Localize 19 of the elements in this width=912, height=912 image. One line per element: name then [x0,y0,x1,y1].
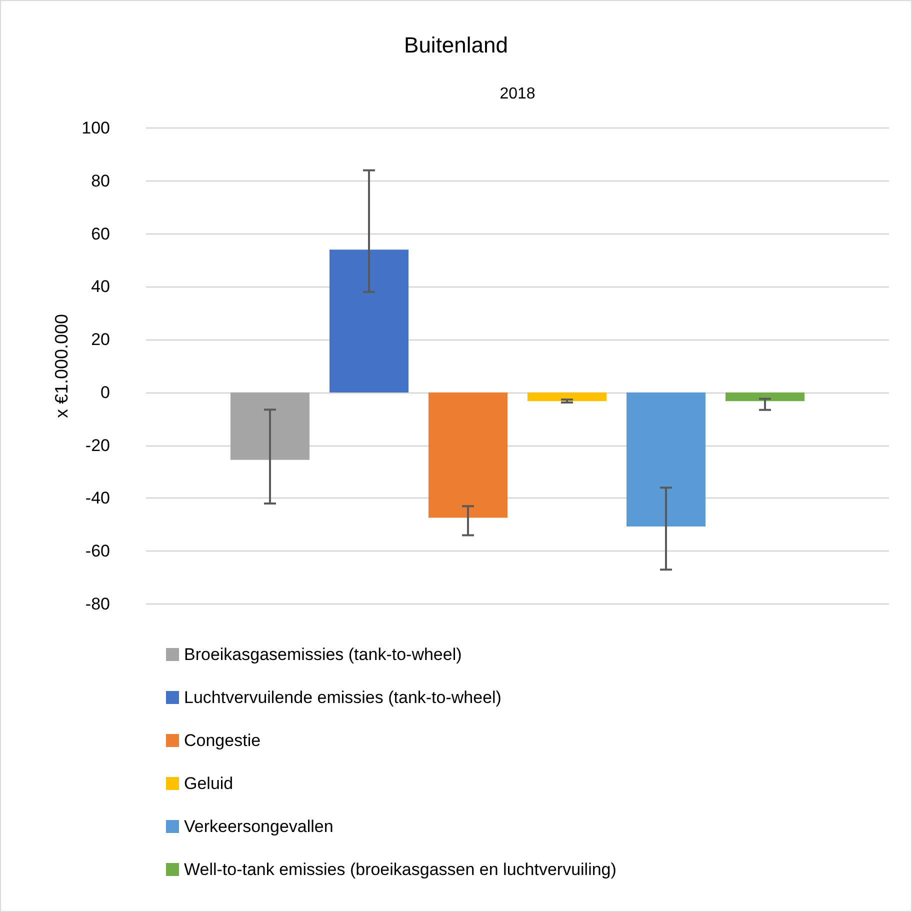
x-tick-label: 2018 [500,86,536,102]
y-tick-label: 100 [82,118,110,138]
y-tick-label: 80 [91,171,110,190]
legend-label: Congestie [184,731,261,750]
legend-label: Well-to-tank emissies (broeikasgassen en luchtvervuiling) [184,860,616,879]
y-tick-label: -20 [85,436,110,455]
legend-label: Geluid [184,774,234,793]
legend-label: Broeikasgasemissies (tank-to-wheel) [184,645,462,664]
y-tick-label: -40 [85,488,110,508]
legend-label: Verkeersongevallen [184,817,334,836]
y-tick-label: 60 [91,224,110,244]
y-tick-label: -60 [85,542,110,561]
y-tick-label: 40 [91,277,110,296]
y-axis-title: x €1.000.000 [52,314,72,418]
chart-title: Buitenland [404,32,508,58]
y-tick-label: 20 [91,330,110,350]
y-tick-label: -80 [85,594,110,614]
legend-label: Luchtvervuilende emissies (tank-to-wheel) [184,688,502,707]
y-tick-label: 0 [100,382,110,402]
